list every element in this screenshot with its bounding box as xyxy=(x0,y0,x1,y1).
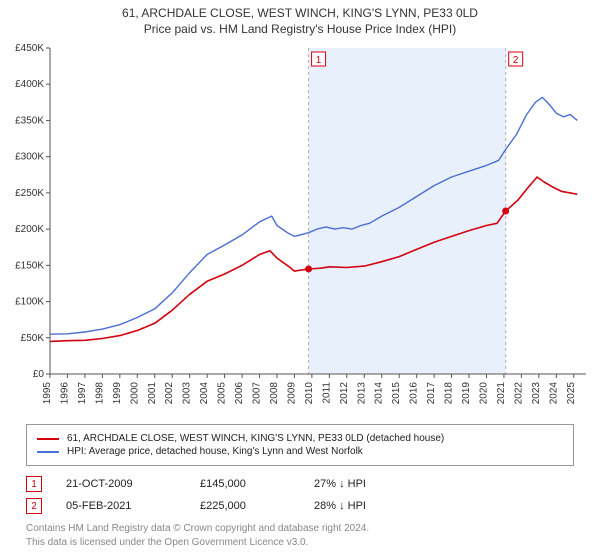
svg-text:£350K: £350K xyxy=(15,115,44,126)
svg-text:2018: 2018 xyxy=(444,382,455,405)
svg-text:2001: 2001 xyxy=(147,382,158,405)
legend-swatch xyxy=(37,438,59,440)
svg-text:£0: £0 xyxy=(33,369,45,380)
svg-text:1: 1 xyxy=(316,55,322,66)
svg-text:2011: 2011 xyxy=(321,382,332,404)
svg-text:1998: 1998 xyxy=(94,382,105,405)
svg-text:£200K: £200K xyxy=(15,224,44,235)
transaction-row: 2 05-FEB-2021 £225,000 28% ↓ HPI xyxy=(26,498,574,514)
svg-text:2025: 2025 xyxy=(566,382,577,405)
title-line-1: 61, ARCHDALE CLOSE, WEST WINCH, KING'S L… xyxy=(0,6,600,20)
legend: 61, ARCHDALE CLOSE, WEST WINCH, KING'S L… xyxy=(26,424,574,466)
transaction-marker: 1 xyxy=(26,476,42,492)
legend-label: HPI: Average price, detached house, King… xyxy=(67,446,363,457)
svg-text:2008: 2008 xyxy=(269,382,280,405)
transactions-table: 1 21-OCT-2009 £145,000 27% ↓ HPI 2 05-FEB-202… xyxy=(26,476,574,514)
svg-text:2019: 2019 xyxy=(461,382,472,405)
svg-text:2009: 2009 xyxy=(286,382,297,405)
svg-text:£300K: £300K xyxy=(15,152,44,163)
svg-text:£150K: £150K xyxy=(15,260,44,271)
transaction-marker: 2 xyxy=(26,498,42,514)
legend-label: 61, ARCHDALE CLOSE, WEST WINCH, KING'S L… xyxy=(67,433,444,444)
transaction-row: 1 21-OCT-2009 £145,000 27% ↓ HPI xyxy=(26,476,574,492)
license-line-1: Contains HM Land Registry data © Crown c… xyxy=(26,522,574,536)
svg-text:2010: 2010 xyxy=(304,382,315,405)
svg-text:£100K: £100K xyxy=(15,297,44,308)
svg-text:2006: 2006 xyxy=(234,382,245,405)
svg-text:£450K: £450K xyxy=(15,43,44,54)
transaction-delta: 27% ↓ HPI xyxy=(314,478,404,490)
title-line-2: Price paid vs. HM Land Registry's House … xyxy=(0,22,600,36)
transaction-price: £145,000 xyxy=(200,478,290,490)
svg-text:2022: 2022 xyxy=(513,382,524,405)
transaction-date: 05-FEB-2021 xyxy=(66,500,176,512)
svg-text:2014: 2014 xyxy=(374,382,385,405)
svg-text:2000: 2000 xyxy=(129,382,140,405)
svg-text:2004: 2004 xyxy=(199,382,210,405)
transaction-delta: 28% ↓ HPI xyxy=(314,500,404,512)
svg-text:2021: 2021 xyxy=(496,382,507,405)
svg-text:2012: 2012 xyxy=(339,382,350,405)
svg-text:2013: 2013 xyxy=(356,382,367,405)
transaction-price: £225,000 xyxy=(200,500,290,512)
svg-text:2017: 2017 xyxy=(426,382,437,405)
svg-text:2005: 2005 xyxy=(217,382,228,405)
svg-text:1996: 1996 xyxy=(59,382,70,405)
legend-row: 61, ARCHDALE CLOSE, WEST WINCH, KING'S L… xyxy=(37,433,563,444)
svg-text:2023: 2023 xyxy=(531,382,542,405)
svg-text:2024: 2024 xyxy=(548,382,559,405)
svg-text:2007: 2007 xyxy=(252,382,263,405)
svg-text:£400K: £400K xyxy=(15,79,44,90)
legend-swatch xyxy=(37,451,59,453)
svg-text:£50K: £50K xyxy=(21,333,45,344)
chart-area: £0 £50K £100K £150K £200K £250K £300K £350K £400… xyxy=(0,36,600,416)
svg-text:£250K: £250K xyxy=(15,188,44,199)
svg-text:2003: 2003 xyxy=(182,382,193,405)
svg-text:1997: 1997 xyxy=(77,382,88,405)
license-text: Contains HM Land Registry data © Crown c… xyxy=(26,522,574,549)
svg-text:2002: 2002 xyxy=(164,382,175,405)
license-line-2: This data is licensed under the Open Gov… xyxy=(26,536,574,550)
line-chart-svg: £0 £50K £100K £150K £200K £250K £300K £350K £400… xyxy=(0,36,600,416)
svg-text:2020: 2020 xyxy=(478,382,489,405)
transaction-date: 21-OCT-2009 xyxy=(66,478,176,490)
svg-text:2016: 2016 xyxy=(409,382,420,405)
chart-titles: 61, ARCHDALE CLOSE, WEST WINCH, KING'S L… xyxy=(0,0,600,36)
svg-text:1995: 1995 xyxy=(42,382,53,405)
svg-text:2: 2 xyxy=(513,55,519,66)
legend-row: HPI: Average price, detached house, King… xyxy=(37,446,563,457)
svg-text:1999: 1999 xyxy=(112,382,123,405)
svg-text:2015: 2015 xyxy=(391,382,402,405)
